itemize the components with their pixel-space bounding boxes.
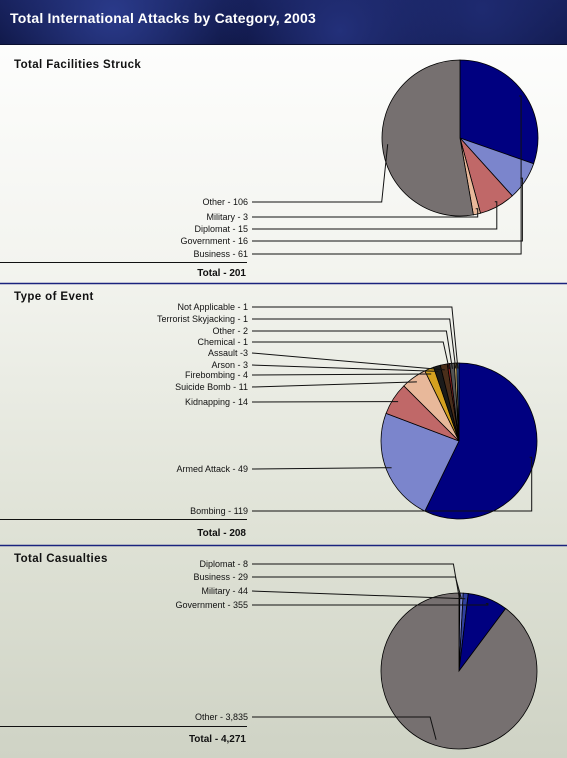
slice-label-diplomat: Diplomat - 8 xyxy=(199,559,248,569)
leader-line-other xyxy=(252,144,389,203)
slice-label-military: Military - 3 xyxy=(206,212,248,222)
slice-label-suicide-bomb: Suicide Bomb - 11 xyxy=(175,382,248,392)
total-event-type: Total - 208 xyxy=(197,528,246,539)
leader-line-not-applicable xyxy=(252,306,459,369)
slice-label-kidnapping: Kidnapping - 14 xyxy=(185,397,248,407)
slice-label-military: Military - 44 xyxy=(201,586,248,596)
slice-label-firebombing: Firebombing - 4 xyxy=(185,370,248,380)
slice-label-not-applicable: Not Applicable - 1 xyxy=(177,302,248,312)
slice-label-business: Business - 29 xyxy=(193,572,248,582)
slice-label-chemical: Chemical - 1 xyxy=(197,337,248,347)
slice-label-other: Other - 106 xyxy=(202,197,248,207)
leader-line-government xyxy=(252,177,523,242)
slice-label-government: Government - 355 xyxy=(175,600,248,610)
page-title: Total International Attacks by Category,… xyxy=(10,10,316,26)
pie-chart-event-type: Bombing - 119 Armed Attack - 49 Kidnapping… xyxy=(157,302,538,520)
leader-line-arson xyxy=(251,364,439,372)
pie-chart-casualties: Diplomat - 8 Business - 29 Military - 44 Go… xyxy=(175,559,538,750)
pie-slice-armed-attack xyxy=(380,412,460,512)
leader-line-diplomat xyxy=(252,563,460,599)
leader-line-assault xyxy=(251,352,445,371)
pie-slice-other xyxy=(381,59,474,217)
pie-slice-business xyxy=(459,59,539,165)
leader-line-armed-attack xyxy=(251,467,392,470)
total-facilities: Total - 201 xyxy=(197,268,246,279)
pie-chart-facilities: Business - 61 Government - 16 Diplomat - 1… xyxy=(180,59,539,259)
slice-label-business: Business - 61 xyxy=(193,249,248,259)
slice-label-assault: Assault -3 xyxy=(208,348,248,358)
leader-line-suicide-bomb xyxy=(251,381,417,388)
leader-line-other xyxy=(252,330,453,369)
slice-label-armed-attack: Armed Attack - 49 xyxy=(176,464,248,474)
leader-line-chemical xyxy=(252,341,450,370)
section-title-facilities: Total Facilities Struck xyxy=(14,59,141,71)
leader-line-military xyxy=(251,590,466,600)
leader-line-other xyxy=(252,716,437,740)
leader-line-business xyxy=(252,95,522,255)
total-casualties: Total - 4,271 xyxy=(189,734,246,745)
section-title-event-type: Type of Event xyxy=(14,291,94,303)
header-banner: Total International Attacks by Category,… xyxy=(0,0,567,45)
leader-line-government xyxy=(252,603,489,606)
leader-line-military xyxy=(252,208,479,218)
slice-label-bombing: Bombing - 119 xyxy=(190,506,248,516)
leader-line-diplomat xyxy=(252,201,498,230)
slice-label-arson: Arson - 3 xyxy=(211,360,248,370)
slice-label-diplomat: Diplomat - 15 xyxy=(194,224,248,234)
section-title-casualties: Total Casualties xyxy=(14,553,108,565)
slice-label-government: Government - 16 xyxy=(180,236,248,246)
leader-line-business xyxy=(252,576,462,599)
leader-line-terrorist-skyjacking xyxy=(252,318,457,369)
leader-line-firebombing xyxy=(251,373,432,376)
pie-slice-bombing xyxy=(424,362,538,520)
pie-slice-other xyxy=(380,592,538,750)
slice-label-other: Other - 3,835 xyxy=(195,712,248,722)
slice-label-terrorist-skyjacking: Terrorist Skyjacking - 1 xyxy=(157,314,248,324)
leader-line-bombing xyxy=(252,456,533,512)
slice-label-other: Other - 2 xyxy=(212,326,248,336)
